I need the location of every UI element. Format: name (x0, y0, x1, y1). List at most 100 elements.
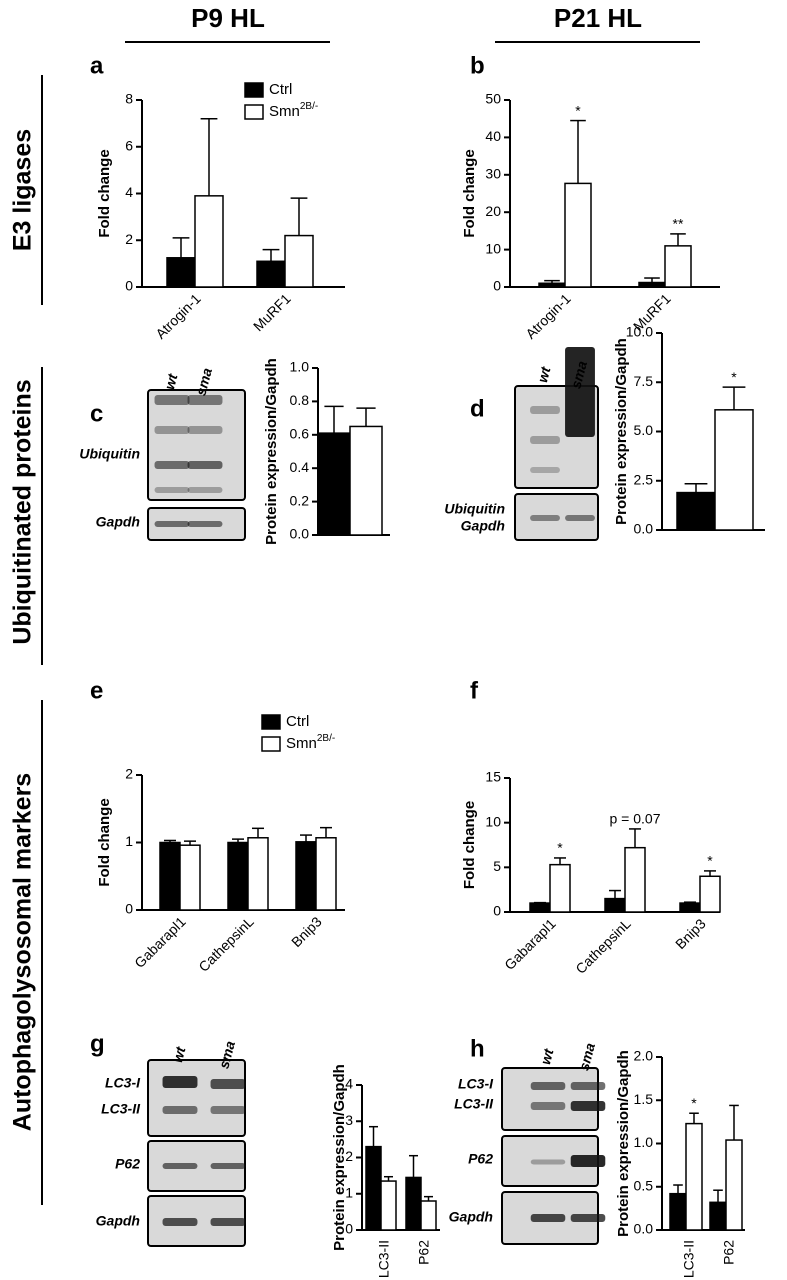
panel-letter: e (90, 677, 103, 704)
legend-superscript: 2B/- (317, 733, 335, 744)
panel-letter: f (470, 677, 479, 704)
blot-band (530, 436, 560, 444)
lane-label: wt (161, 371, 181, 391)
y-axis-label: Fold change (96, 149, 113, 237)
blot-band (530, 406, 560, 414)
legend-swatch (244, 104, 264, 120)
legend-name: Smn (269, 103, 300, 120)
bar (227, 841, 249, 911)
significance-label: * (731, 369, 737, 385)
y-tick-label: 6 (125, 137, 133, 153)
lane-label: sma (575, 1041, 598, 1072)
blot-band (187, 521, 223, 527)
lane-label: sma (567, 359, 590, 390)
y-tick-label: 0 (345, 1221, 353, 1237)
band-label: LC3-II (454, 1096, 494, 1112)
y-tick-label: 0.5 (634, 1177, 654, 1193)
blot-band (154, 395, 190, 405)
bar (380, 1180, 397, 1231)
panel-letter: b (470, 52, 485, 79)
legend-name: Ctrl (269, 81, 292, 98)
y-tick-label: 0 (493, 903, 501, 919)
y-tick-label: 10.0 (626, 324, 653, 340)
blot-band (565, 347, 595, 437)
bar (685, 1122, 703, 1231)
panel-letter: g (90, 1030, 105, 1057)
panel-letter: d (470, 395, 485, 422)
y-tick-label: 10 (485, 240, 501, 256)
band-label: LC3-II (101, 1101, 141, 1117)
blot-band (570, 1082, 606, 1090)
bar (699, 875, 721, 913)
y-tick-label: 0 (125, 901, 133, 917)
bar (604, 897, 626, 913)
y-tick-label: 4 (125, 184, 133, 200)
band-label: Gapdh (449, 1209, 493, 1225)
y-tick-label: 0.0 (290, 526, 310, 542)
y-tick-label: 5 (493, 858, 501, 874)
band-label: Gapdh (461, 518, 505, 534)
y-tick-label: 0.6 (290, 426, 310, 442)
legend-label: Ctrl (286, 713, 309, 730)
significance-label: * (575, 102, 581, 118)
blot-band (154, 426, 190, 434)
y-tick-label: 0 (125, 278, 133, 294)
blot-band (530, 515, 560, 521)
bar (317, 432, 351, 536)
lane-label: sma (215, 1039, 238, 1070)
bar (284, 234, 314, 288)
y-tick-label: 2.5 (634, 471, 654, 487)
y-tick-label: 3 (345, 1112, 353, 1128)
x-tick-label: P62 (416, 1240, 432, 1265)
y-tick-label: 1.0 (634, 1134, 654, 1150)
legend-name: Smn (286, 735, 317, 752)
bar (179, 844, 201, 911)
blot-band (570, 1214, 606, 1222)
band-label: LC3-I (458, 1076, 494, 1092)
blot-band (530, 1214, 566, 1222)
lane-label: wt (534, 364, 554, 384)
y-axis-label: Protein expression/Gapdh (331, 1064, 348, 1251)
band-label: P62 (115, 1156, 140, 1172)
blot-band (187, 395, 223, 405)
y-tick-label: 4 (345, 1076, 353, 1092)
y-tick-label: 0.2 (290, 492, 310, 508)
panel-letter: h (470, 1035, 485, 1062)
row-label: E3 ligases (9, 129, 37, 251)
bar (194, 195, 224, 288)
bar (638, 281, 666, 288)
blot-band (530, 1159, 566, 1165)
band-label: Ubiquitin (444, 501, 505, 517)
y-tick-label: 0 (493, 278, 501, 294)
bar (349, 425, 383, 536)
bar (664, 245, 692, 288)
blot-panel (147, 1059, 246, 1137)
bar (295, 841, 317, 911)
legend-name: Ctrl (286, 713, 309, 730)
y-axis-label: Protein expression/Gapdh (613, 338, 630, 525)
blot-band (187, 461, 223, 469)
significance-label: * (691, 1095, 697, 1111)
y-tick-label: 20 (485, 203, 501, 219)
bar (365, 1145, 382, 1231)
y-tick-label: 0.8 (290, 392, 310, 408)
blot-band (187, 487, 223, 493)
column-header: P21 HL (554, 3, 642, 33)
row-label: Ubiquitinated proteins (9, 379, 37, 644)
blot-band (154, 487, 190, 493)
y-tick-label: 5.0 (634, 422, 654, 438)
y-tick-label: 2 (125, 766, 133, 782)
bar (315, 837, 337, 911)
band-label: Gapdh (96, 1213, 140, 1229)
significance-label: * (707, 853, 713, 869)
legend-swatch (261, 714, 281, 730)
y-axis-label: Protein expression/Gapdh (615, 1050, 632, 1237)
blot-band (210, 1163, 246, 1169)
lane-label: sma (192, 366, 215, 397)
significance-label: * (557, 840, 563, 856)
y-tick-label: 8 (125, 91, 133, 107)
band-label: Gapdh (96, 514, 140, 530)
bar (166, 257, 196, 288)
band-label: Ubiquitin (79, 446, 140, 462)
significance-label: ** (673, 216, 684, 232)
